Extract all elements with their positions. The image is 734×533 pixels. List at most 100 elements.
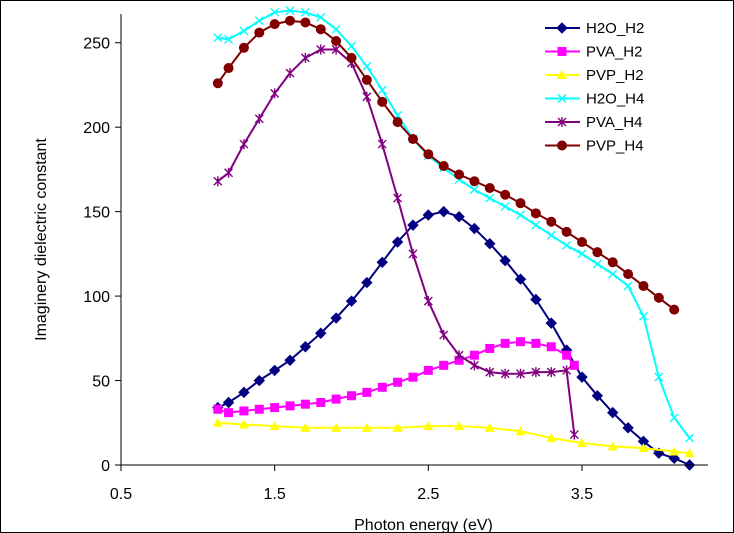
data-point: [469, 350, 479, 360]
data-point: [499, 254, 511, 267]
y-tick-label: 250: [83, 36, 110, 53]
data-point: [285, 15, 296, 26]
data-point: [608, 269, 618, 279]
data-point: [377, 85, 387, 95]
legend-label: PVP_H2: [586, 67, 644, 84]
data-point: [346, 52, 357, 63]
data-point: [285, 6, 295, 16]
y-tick-label: 200: [83, 120, 110, 137]
data-point: [222, 396, 235, 409]
data-point: [545, 317, 557, 329]
series-pvp-h2: [212, 417, 695, 458]
data-point: [316, 44, 326, 55]
data-point: [485, 367, 495, 378]
data-point: [485, 193, 495, 203]
data-point: [454, 355, 464, 365]
data-point: [454, 169, 465, 180]
data-point: [362, 61, 372, 71]
data-point: [607, 257, 618, 268]
series-pvp-h4: [212, 15, 680, 315]
data-point: [300, 7, 310, 17]
data-point: [239, 26, 249, 36]
data-point: [623, 281, 633, 291]
data-point: [516, 210, 526, 220]
data-point: [213, 404, 223, 414]
legend: H2O_H2 PVA_H2 PVP_H2 H2O_H4 PVA_H4 PVP_H4: [545, 20, 644, 155]
data-point: [654, 372, 664, 382]
legend-item: PVA_H4: [545, 114, 642, 131]
data-point: [454, 421, 465, 431]
data-point: [224, 34, 234, 44]
series-line: [217, 421, 690, 455]
data-point: [454, 350, 464, 361]
data-point: [270, 7, 280, 17]
data-point: [485, 343, 495, 353]
data-point: [468, 222, 481, 235]
data-point: [238, 419, 249, 429]
data-point: [484, 182, 495, 193]
data-point: [407, 133, 418, 144]
data-point: [592, 259, 602, 269]
data-point: [285, 68, 295, 79]
data-point: [516, 368, 526, 379]
data-point: [377, 382, 387, 392]
data-point: [270, 403, 280, 413]
series-h2o-h2: [212, 205, 696, 471]
data-point: [530, 208, 541, 219]
y-axis-title: Imaginery dielectric constant: [33, 138, 50, 341]
data-point: [212, 78, 223, 89]
data-point: [500, 189, 511, 200]
data-point: [623, 269, 634, 280]
data-point: [500, 368, 510, 379]
x-tick-label: 3.5: [571, 486, 593, 503]
y-tick-label: 100: [83, 289, 110, 306]
series-pva-h2: [213, 337, 579, 418]
data-point: [438, 161, 449, 172]
data-point: [239, 406, 249, 416]
data-point: [285, 401, 295, 411]
data-point: [376, 256, 388, 269]
data-point: [638, 280, 649, 291]
data-point: [561, 226, 572, 237]
data-point: [212, 417, 223, 427]
legend-marker: [557, 117, 567, 127]
data-point: [299, 341, 312, 353]
data-point: [408, 248, 418, 259]
x-tick-label: 1.5: [264, 486, 286, 503]
data-point: [315, 327, 327, 339]
data-point: [469, 176, 480, 187]
data-point: [300, 17, 311, 28]
data-point: [562, 365, 572, 376]
data-point: [684, 448, 695, 458]
data-point: [423, 365, 433, 375]
data-point: [531, 338, 541, 348]
data-point: [669, 413, 679, 423]
data-point: [393, 193, 403, 204]
data-point: [546, 342, 556, 352]
data-point: [668, 452, 680, 464]
data-point: [345, 295, 358, 307]
legend-label: PVA_H2: [586, 44, 642, 61]
data-point: [407, 219, 419, 231]
data-point: [253, 374, 266, 387]
y-tick-label: 150: [83, 205, 110, 222]
data-point: [530, 293, 542, 306]
data-point: [569, 429, 579, 440]
data-point: [224, 408, 234, 418]
data-point: [546, 367, 556, 378]
data-point: [500, 202, 510, 212]
data-point: [331, 24, 341, 34]
data-point: [315, 24, 326, 35]
y-tick-label: 50: [92, 374, 110, 391]
data-point: [469, 360, 479, 371]
data-point: [270, 88, 280, 99]
data-point: [269, 421, 280, 431]
data-point: [268, 364, 281, 377]
data-point: [408, 372, 418, 382]
data-point: [330, 312, 342, 324]
data-point: [254, 16, 264, 26]
data-point: [362, 91, 372, 102]
data-point: [239, 139, 249, 150]
data-point: [669, 304, 680, 315]
